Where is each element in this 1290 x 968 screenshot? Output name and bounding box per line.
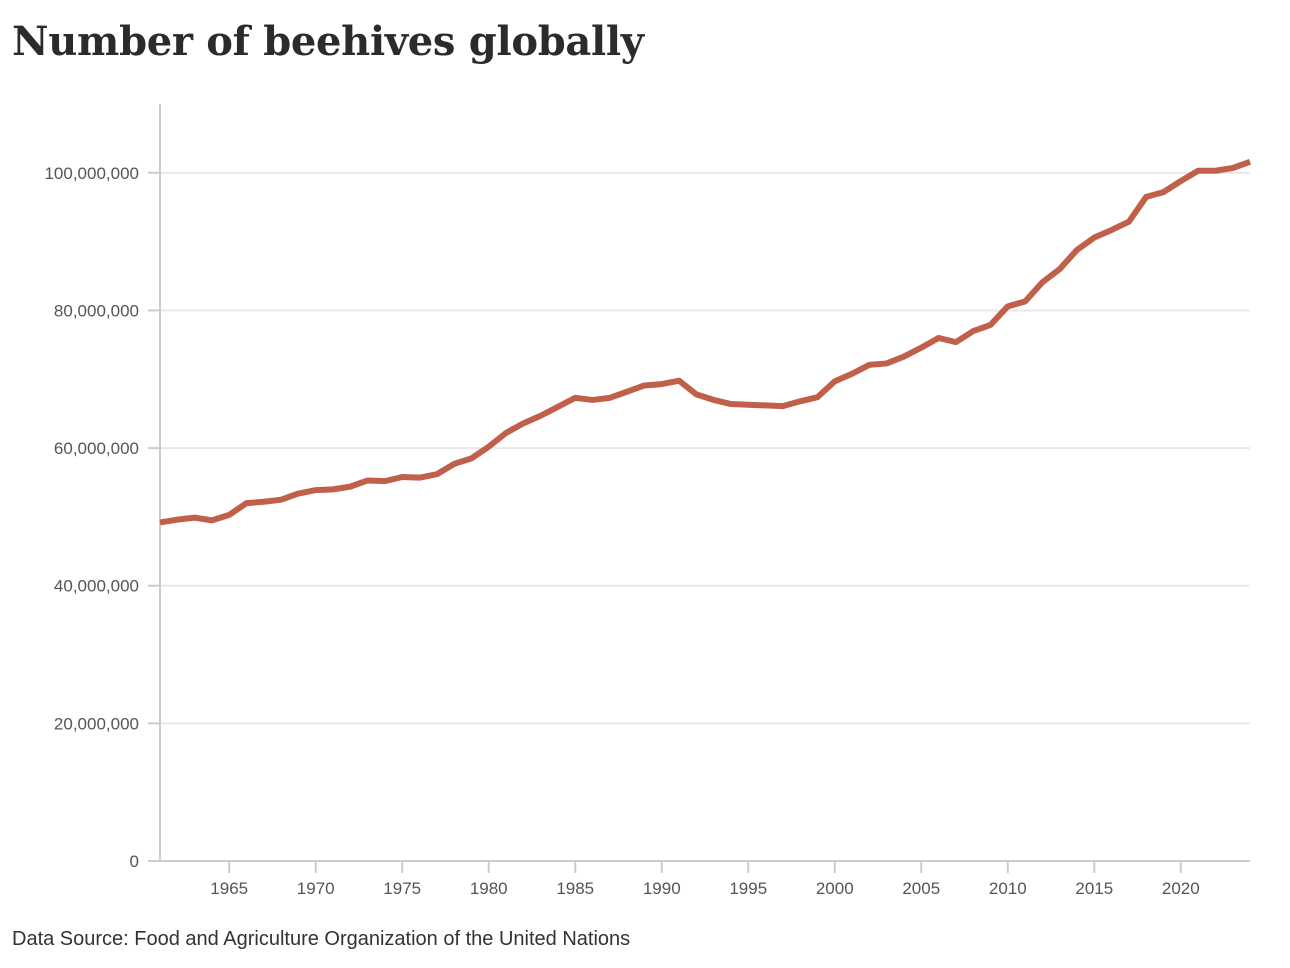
x-tick-label: 2000 (816, 879, 854, 898)
x-tick-label: 1965 (210, 879, 248, 898)
y-tick-label: 60,000,000 (54, 439, 139, 458)
x-tick-label: 2010 (989, 879, 1027, 898)
series-line-beehives (159, 158, 1252, 526)
y-tick-label: 20,000,000 (54, 714, 139, 733)
y-tick-label: 0 (130, 852, 139, 871)
gridlines (148, 171, 1250, 862)
x-tick-label: 2015 (1075, 879, 1113, 898)
x-tick-label: 2020 (1162, 879, 1200, 898)
x-tick-label: 1975 (383, 879, 421, 898)
x-tick-label: 1990 (643, 879, 681, 898)
y-tick-label: 100,000,000 (44, 164, 139, 183)
x-tick-label: 1985 (556, 879, 594, 898)
x-tick-label: 1970 (297, 879, 335, 898)
y-axis-tick-labels: 0 20,000,000 40,000,000 60,000,000 80,000,00… (44, 164, 139, 871)
x-axis-tick-labels: 1965 1970 1975 1980 1985 1990 1995 2000 2005 2010… (210, 879, 1199, 898)
y-tick-label: 40,000,000 (54, 577, 139, 596)
series-layer (159, 158, 1252, 526)
x-tick-label: 2005 (902, 879, 940, 898)
chart-title: Number of beehives globally (12, 18, 644, 65)
y-tick-label: 80,000,000 (54, 301, 139, 320)
x-tick-label: 1980 (470, 879, 508, 898)
x-tick-label: 1995 (729, 879, 767, 898)
data-source-note: Data Source: Food and Agriculture Organi… (12, 928, 631, 950)
axes (159, 104, 1250, 873)
